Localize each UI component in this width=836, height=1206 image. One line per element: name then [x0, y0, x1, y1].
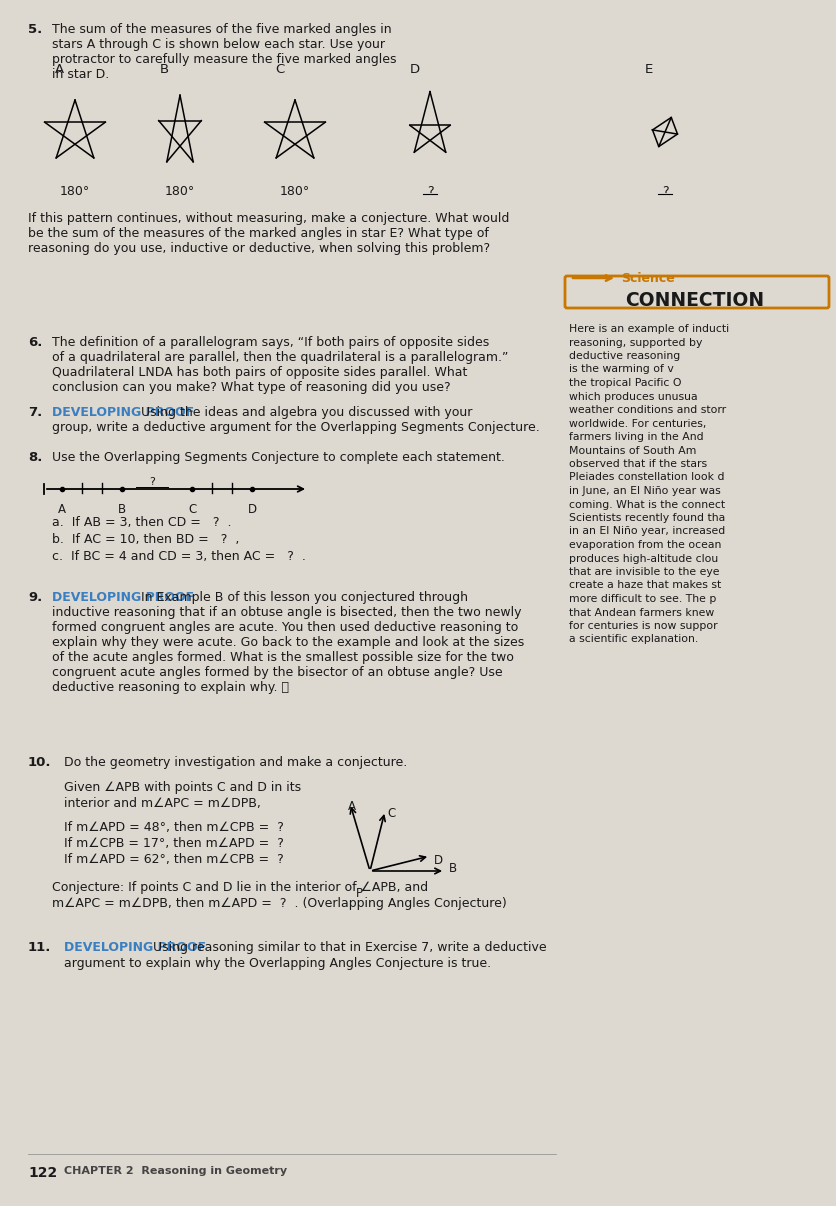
Text: produces high-altitude clou: produces high-altitude clou [569, 554, 718, 563]
Text: deductive reasoning to explain why. ⓘ: deductive reasoning to explain why. ⓘ [52, 681, 289, 693]
Text: The sum of the measures of the five marked angles in: The sum of the measures of the five mark… [52, 23, 391, 36]
Text: ?: ? [426, 186, 433, 198]
Text: In Example B of this lesson you conjectured through: In Example B of this lesson you conjectu… [137, 591, 468, 604]
Text: a scientific explanation.: a scientific explanation. [569, 634, 698, 644]
FancyBboxPatch shape [565, 276, 829, 308]
Text: A: A [58, 503, 66, 516]
Text: stars A through C is shown below each star. Use your: stars A through C is shown below each st… [52, 39, 385, 51]
Text: If m∠APD = 48°, then m∠CPB =  ?: If m∠APD = 48°, then m∠CPB = ? [64, 821, 284, 835]
Text: deductive reasoning: deductive reasoning [569, 351, 681, 361]
Text: DEVELOPING PROOF: DEVELOPING PROOF [52, 591, 194, 604]
Text: 11.: 11. [28, 941, 51, 954]
Text: C: C [387, 807, 395, 820]
Text: If m∠CPB = 17°, then m∠APD =  ?: If m∠CPB = 17°, then m∠APD = ? [64, 837, 284, 850]
Text: CONNECTION: CONNECTION [625, 291, 765, 310]
Text: more difficult to see. The p: more difficult to see. The p [569, 595, 716, 604]
Text: Scientists recently found tha: Scientists recently found tha [569, 513, 726, 523]
Text: D: D [434, 854, 443, 867]
Text: 6.: 6. [28, 336, 43, 349]
Text: ?: ? [661, 186, 668, 198]
Text: protractor to carefully measure the five marked angles: protractor to carefully measure the five… [52, 53, 396, 66]
Text: in star D.: in star D. [52, 68, 110, 81]
Text: Conjecture: If points C and D lie in the interior of ∠APB, and: Conjecture: If points C and D lie in the… [52, 882, 428, 894]
Text: a.  If AB = 3, then CD =   ?  .: a. If AB = 3, then CD = ? . [52, 516, 232, 529]
Text: that are invisible to the eye: that are invisible to the eye [569, 567, 720, 576]
Text: inductive reasoning that if an obtuse angle is bisected, then the two newly: inductive reasoning that if an obtuse an… [52, 605, 522, 619]
Text: The definition of a parallelogram says, “If both pairs of opposite sides: The definition of a parallelogram says, … [52, 336, 489, 349]
Text: group, write a deductive argument for the Overlapping Segments Conjecture.: group, write a deductive argument for th… [52, 421, 540, 434]
Text: 9.: 9. [28, 591, 43, 604]
Text: CHAPTER 2  Reasoning in Geometry: CHAPTER 2 Reasoning in Geometry [64, 1166, 287, 1176]
Text: be the sum of the measures of the marked angles in star E? What type of: be the sum of the measures of the marked… [28, 227, 489, 240]
Text: C: C [275, 63, 284, 76]
Text: worldwide. For centuries,: worldwide. For centuries, [569, 418, 706, 428]
Text: 180°: 180° [280, 186, 310, 198]
Text: of a quadrilateral are parallel, then the quadrilateral is a parallelogram.”: of a quadrilateral are parallel, then th… [52, 351, 508, 364]
Text: of the acute angles formed. What is the smallest possible size for the two: of the acute angles formed. What is the … [52, 651, 514, 665]
Text: B: B [160, 63, 169, 76]
Text: Use the Overlapping Segments Conjecture to complete each statement.: Use the Overlapping Segments Conjecture … [52, 451, 505, 464]
Text: E: E [645, 63, 653, 76]
Text: in June, an El Niño year was: in June, an El Niño year was [569, 486, 721, 496]
Text: which produces unusua: which produces unusua [569, 392, 697, 402]
Text: 180°: 180° [165, 186, 195, 198]
Text: observed that if the stars: observed that if the stars [569, 459, 707, 469]
Text: reasoning, supported by: reasoning, supported by [569, 338, 702, 347]
Text: evaporation from the ocean: evaporation from the ocean [569, 540, 721, 550]
Text: Using reasoning similar to that in Exercise 7, write a deductive: Using reasoning similar to that in Exerc… [149, 941, 547, 954]
Text: ?: ? [149, 478, 155, 487]
Text: explain why they were acute. Go back to the example and look at the sizes: explain why they were acute. Go back to … [52, 636, 524, 649]
Text: Do the geometry investigation and make a conjecture.: Do the geometry investigation and make a… [64, 756, 407, 769]
Text: Here is an example of inducti: Here is an example of inducti [569, 324, 729, 334]
Text: m∠APC = m∠DPB, then m∠APD =  ?  . (Overlapping Angles Conjecture): m∠APC = m∠DPB, then m∠APD = ? . (Overlap… [52, 897, 507, 911]
Text: weather conditions and storr: weather conditions and storr [569, 405, 726, 415]
Text: P: P [356, 886, 363, 900]
Text: 7.: 7. [28, 406, 43, 418]
Text: DEVELOPING PROOF: DEVELOPING PROOF [52, 406, 194, 418]
Text: for centuries is now suppor: for centuries is now suppor [569, 621, 717, 631]
Text: c.  If BC = 4 and CD = 3, then AC =   ?  .: c. If BC = 4 and CD = 3, then AC = ? . [52, 550, 306, 563]
Text: Quadrilateral LNDA has both pairs of opposite sides parallel. What: Quadrilateral LNDA has both pairs of opp… [52, 365, 467, 379]
Text: 122: 122 [28, 1166, 57, 1179]
Text: formed congruent angles are acute. You then used deductive reasoning to: formed congruent angles are acute. You t… [52, 621, 518, 634]
Text: coming. What is the connect: coming. What is the connect [569, 499, 725, 509]
Text: DEVELOPING PROOF: DEVELOPING PROOF [64, 941, 206, 954]
Text: b.  If AC = 10, then BD =   ?  ,: b. If AC = 10, then BD = ? , [52, 533, 239, 546]
Text: Given ∠APB with points C and D in its: Given ∠APB with points C and D in its [64, 781, 301, 794]
Text: A: A [55, 63, 64, 76]
Text: the tropical Pacific O: the tropical Pacific O [569, 377, 681, 388]
Text: is the warming of v: is the warming of v [569, 364, 674, 375]
Text: 10.: 10. [28, 756, 52, 769]
Text: Pleiades constellation look d: Pleiades constellation look d [569, 473, 725, 482]
Text: in an El Niño year, increased: in an El Niño year, increased [569, 527, 726, 537]
Text: Mountains of South Am: Mountains of South Am [569, 445, 696, 456]
Text: A: A [348, 800, 356, 813]
Text: that Andean farmers knew: that Andean farmers knew [569, 608, 714, 617]
Text: congruent acute angles formed by the bisector of an obtuse angle? Use: congruent acute angles formed by the bis… [52, 666, 502, 679]
Text: conclusion can you make? What type of reasoning did you use?: conclusion can you make? What type of re… [52, 381, 451, 394]
Text: Science: Science [621, 273, 675, 285]
Text: B: B [449, 862, 457, 876]
Text: Using the ideas and algebra you discussed with your: Using the ideas and algebra you discusse… [137, 406, 472, 418]
Text: C: C [188, 503, 196, 516]
Text: If m∠APD = 62°, then m∠CPB =  ?: If m∠APD = 62°, then m∠CPB = ? [64, 853, 283, 866]
Text: 180°: 180° [60, 186, 90, 198]
Text: D: D [248, 503, 257, 516]
Text: D: D [410, 63, 421, 76]
Text: B: B [118, 503, 126, 516]
Text: 8.: 8. [28, 451, 43, 464]
Text: 5.: 5. [28, 23, 43, 36]
Text: If this pattern continues, without measuring, make a conjecture. What would: If this pattern continues, without measu… [28, 212, 509, 226]
Text: interior and m∠APC = m∠DPB,: interior and m∠APC = m∠DPB, [64, 797, 261, 810]
Text: reasoning do you use, inductive or deductive, when solving this problem?: reasoning do you use, inductive or deduc… [28, 242, 490, 256]
Text: argument to explain why the Overlapping Angles Conjecture is true.: argument to explain why the Overlapping … [64, 958, 491, 970]
Text: farmers living in the And: farmers living in the And [569, 432, 704, 443]
Text: create a haze that makes st: create a haze that makes st [569, 580, 721, 591]
